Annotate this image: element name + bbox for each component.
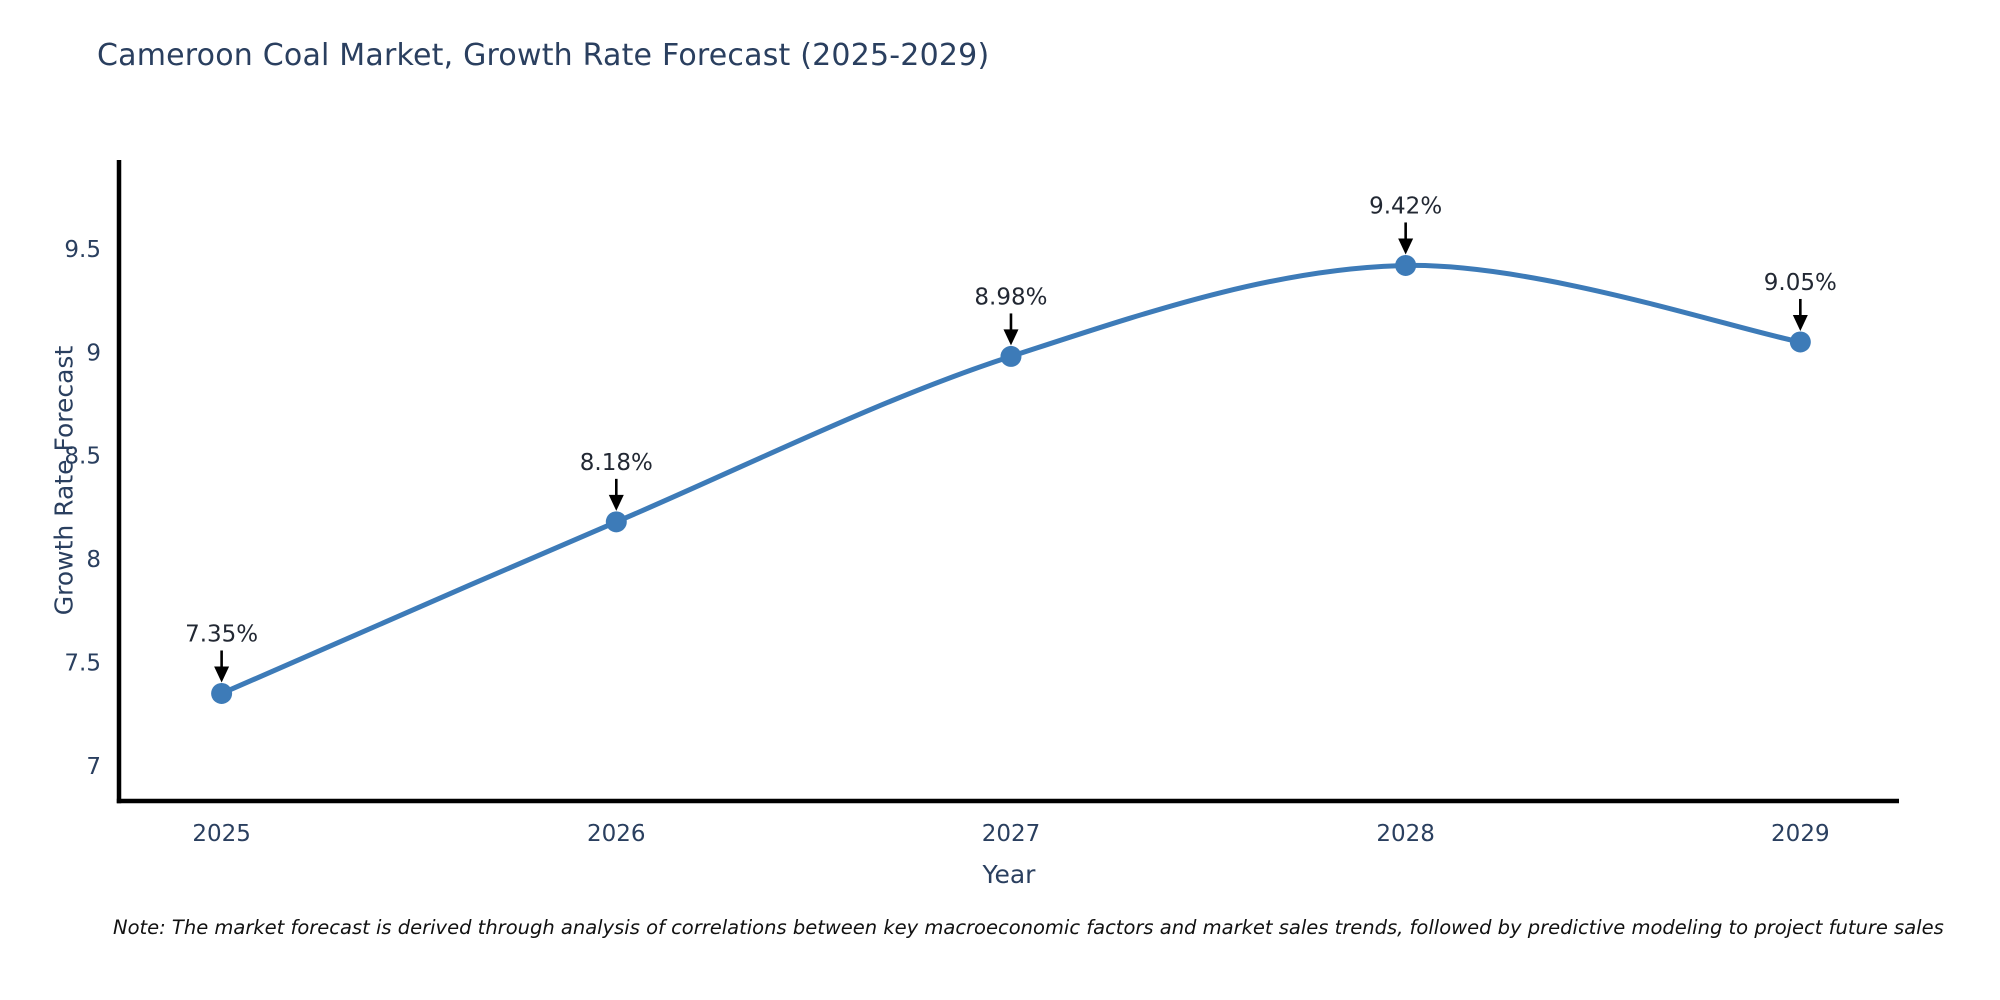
y-tick-label: 7 xyxy=(86,754,101,780)
data-point-label: 8.18% xyxy=(580,450,653,476)
data-point-marker xyxy=(1789,331,1811,353)
data-point-marker xyxy=(1000,345,1022,367)
y-axis-title: Growth Rate Forecast xyxy=(49,345,79,616)
x-tick-label: 2027 xyxy=(982,821,1041,847)
y-tick-label: 7.5 xyxy=(64,650,101,676)
data-point-marker xyxy=(211,682,233,704)
data-point-label: 7.35% xyxy=(185,621,258,647)
data-point-marker xyxy=(605,511,627,533)
y-tick-label: 8 xyxy=(86,547,101,573)
y-tick-label: 9.5 xyxy=(64,237,101,263)
annotation-arrow-head xyxy=(1792,314,1808,331)
y-tick-label: 9 xyxy=(86,340,101,366)
annotation-arrow-head xyxy=(1003,329,1019,346)
x-tick-label: 2029 xyxy=(1771,821,1830,847)
y-tick-label: 8.5 xyxy=(64,444,101,470)
x-tick-label: 2025 xyxy=(192,821,251,847)
data-point-label: 8.98% xyxy=(974,284,1047,310)
x-tick-label: 2028 xyxy=(1376,821,1435,847)
x-tick-label: 2026 xyxy=(587,821,646,847)
annotation-arrow-head xyxy=(608,494,624,511)
annotation-arrow-head xyxy=(214,666,230,683)
chart-title: Cameroon Coal Market, Growth Rate Foreca… xyxy=(97,38,990,73)
x-axis-title: Year xyxy=(982,860,1036,889)
annotation-arrow-head xyxy=(1398,238,1414,255)
data-point-label: 9.05% xyxy=(1764,270,1837,296)
data-point-label: 9.42% xyxy=(1369,193,1442,219)
data-point-marker xyxy=(1395,254,1417,276)
footnote: Note: The market forecast is derived thr… xyxy=(113,916,1944,939)
